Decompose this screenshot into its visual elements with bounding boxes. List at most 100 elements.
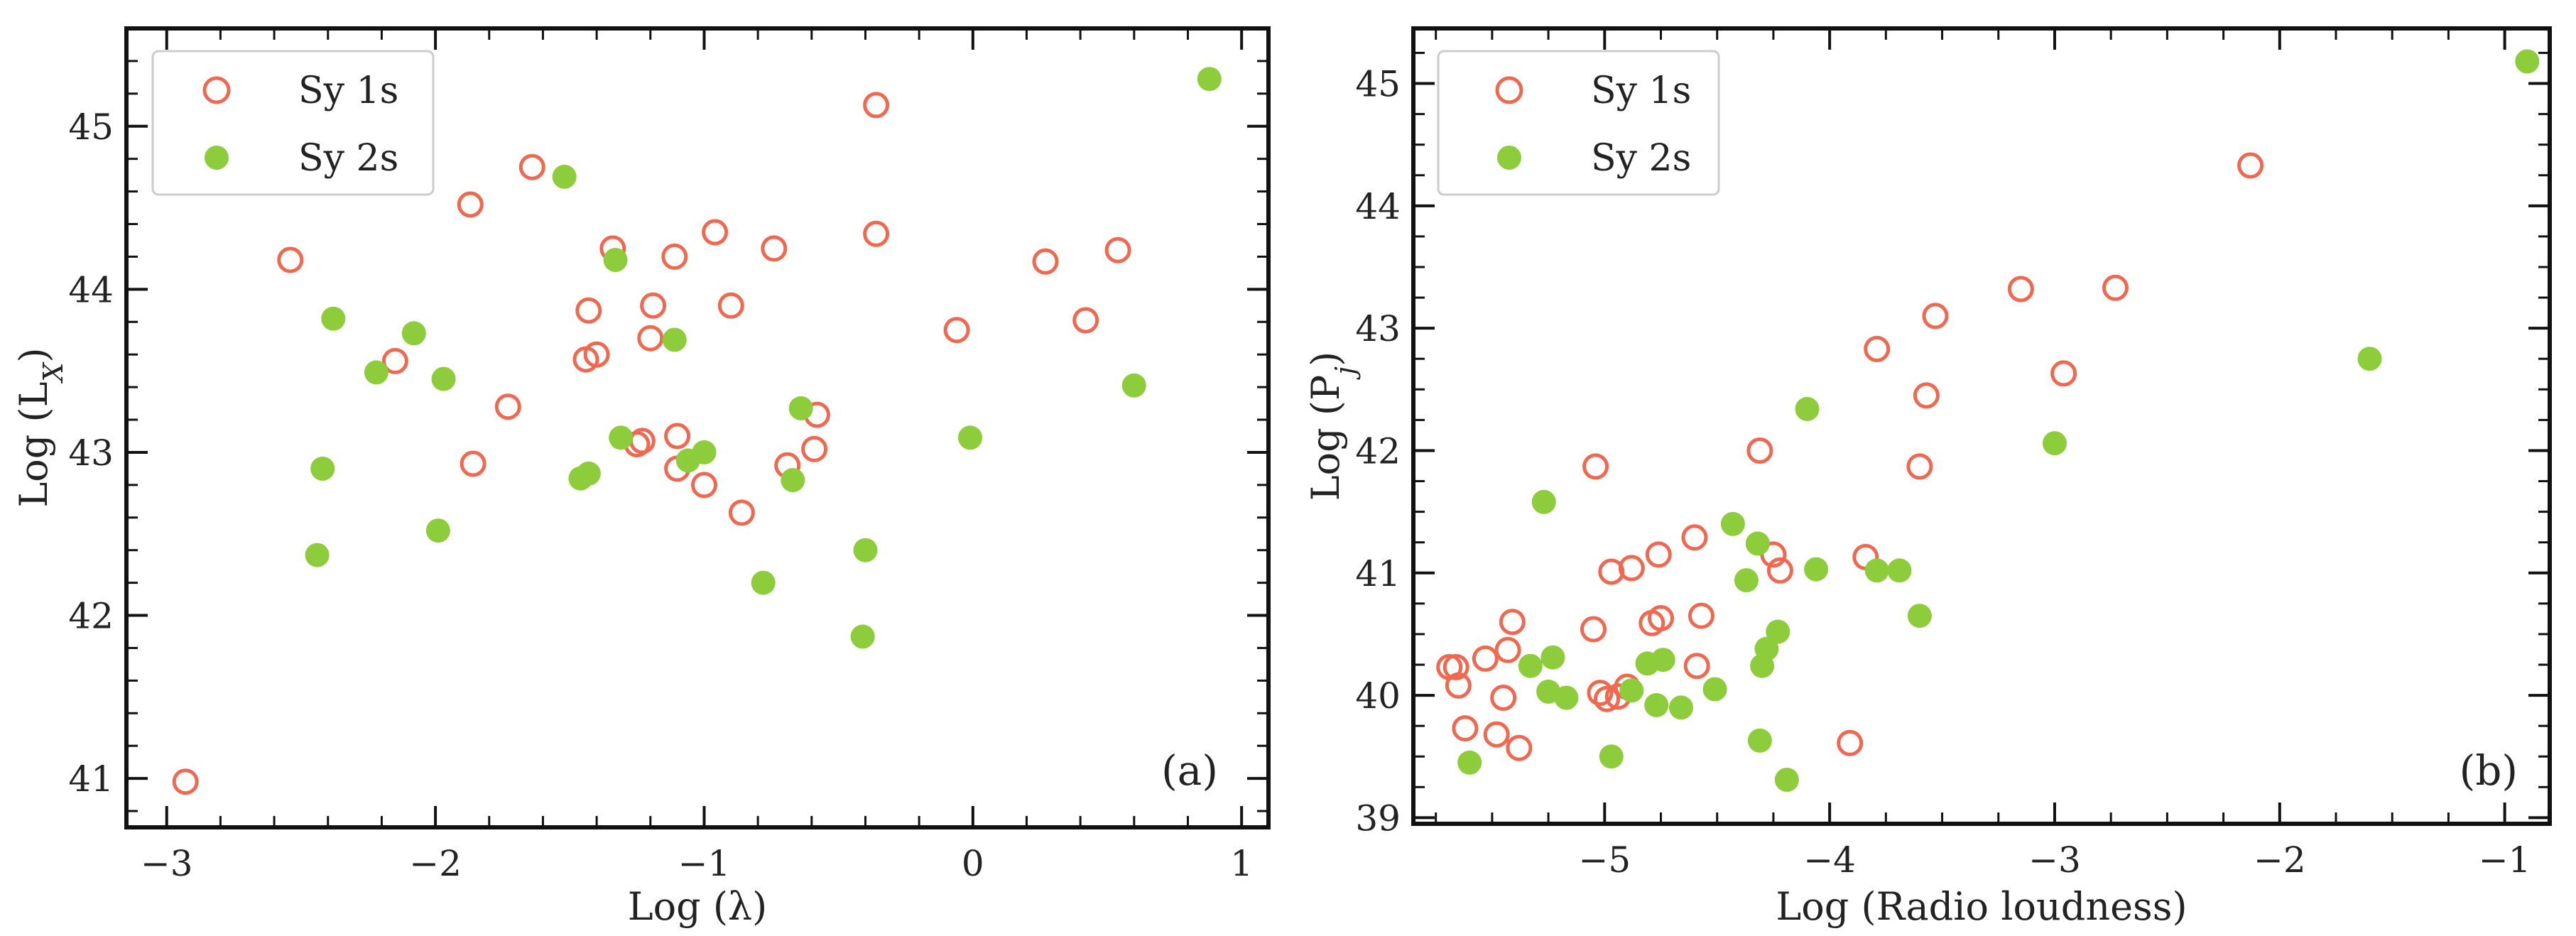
sy1-point-24 bbox=[801, 435, 828, 462]
sy2-point-12 bbox=[662, 327, 687, 352]
x-tick-label: −2 bbox=[409, 843, 462, 884]
sy2-point-24 bbox=[1887, 558, 1912, 583]
sy1-point-20 bbox=[717, 292, 744, 319]
sy2-point-6 bbox=[431, 366, 456, 391]
sy2-point-2 bbox=[321, 306, 346, 331]
legend-marker-sy1 bbox=[202, 76, 231, 104]
y-tick-label: 43 bbox=[68, 432, 114, 474]
sy2-point-16 bbox=[1747, 728, 1772, 753]
y-tick-label: 41 bbox=[68, 758, 114, 800]
sy1-point-30 bbox=[1072, 307, 1099, 334]
sy1-point-31 bbox=[1104, 236, 1131, 263]
sy2-point-21 bbox=[1795, 396, 1820, 421]
sy2-point-7 bbox=[1619, 678, 1644, 703]
x-tick-label: −3 bbox=[141, 843, 193, 884]
sy1-point-21 bbox=[728, 499, 755, 526]
panel-b: −5 −4 −3 −2 −1 39 40 41 42 43 44 45 Sy 1s Sy 2s (b)… bbox=[1303, 26, 2552, 929]
sy2-point-20 bbox=[958, 425, 982, 450]
sy1-point-13 bbox=[637, 325, 664, 352]
y-tick-label: 45 bbox=[68, 107, 114, 148]
sy2-point-6 bbox=[1599, 744, 1624, 769]
sy1-point-8 bbox=[1499, 609, 1526, 636]
legend-marker-sy1 bbox=[1495, 76, 1523, 104]
x-tick-label: −4 bbox=[1803, 839, 1856, 881]
sy2-point-26 bbox=[2043, 431, 2067, 456]
panel-b-legend: Sy 1s Sy 2s bbox=[1437, 50, 1720, 196]
sy1-point-27 bbox=[863, 220, 890, 247]
sy2-point-15 bbox=[751, 570, 776, 595]
sy2-point-20 bbox=[1774, 768, 1799, 792]
sy2-point-0 bbox=[305, 543, 330, 567]
panel-a-y-axis-label: Log (LX) bbox=[11, 347, 69, 507]
sy1-point-26 bbox=[1766, 557, 1793, 584]
sy1-point-31 bbox=[1913, 382, 1940, 409]
sy2-point-7 bbox=[552, 164, 577, 189]
sy1-point-5 bbox=[1483, 721, 1510, 748]
sy2-point-21 bbox=[1121, 373, 1146, 398]
sy2-point-23 bbox=[1864, 558, 1889, 583]
panel-a-marks bbox=[172, 67, 1222, 795]
panel-a: −3 −2 −1 0 1 41 42 43 44 45 Sy 1s Sy 2s (a) Log (… bbox=[11, 26, 1271, 929]
sy2-point-15 bbox=[1745, 531, 1770, 556]
panel-a-y-axis-label-close: ) bbox=[11, 347, 56, 362]
sy1-point-35 bbox=[2102, 274, 2129, 301]
sy1-point-11 bbox=[1582, 453, 1609, 480]
y-tick-label: 44 bbox=[1355, 186, 1401, 227]
sy1-point-14 bbox=[640, 292, 667, 319]
sy2-point-22 bbox=[1197, 67, 1222, 92]
sy1-point-36 bbox=[2237, 152, 2264, 179]
sy1-point-29 bbox=[1864, 335, 1891, 362]
x-tick-label: 0 bbox=[962, 843, 984, 884]
sy2-point-18 bbox=[850, 624, 875, 649]
legend-label-sy2: Sy 2s bbox=[298, 137, 398, 180]
sy1-point-20 bbox=[1648, 605, 1674, 631]
sy1-point-12 bbox=[1587, 680, 1614, 707]
x-tick-label: −1 bbox=[2479, 839, 2531, 881]
sy1-point-5 bbox=[494, 393, 521, 420]
sy2-point-10 bbox=[1651, 648, 1675, 673]
sy1-point-24 bbox=[1746, 437, 1773, 464]
sy1-point-2 bbox=[381, 347, 408, 374]
panel-a-x-axis-label: Log (λ) bbox=[628, 884, 767, 929]
y-tick-label: 41 bbox=[1355, 553, 1401, 594]
sy1-point-19 bbox=[1645, 541, 1672, 568]
y-tick-label: 43 bbox=[1355, 308, 1401, 349]
legend-label-sy1: Sy 1s bbox=[298, 70, 398, 112]
sy1-point-21 bbox=[1681, 524, 1708, 551]
sy2-point-11 bbox=[609, 425, 634, 450]
x-tick-label: −2 bbox=[2254, 839, 2306, 881]
panel-b-x-axis-label: Log (Radio loudness) bbox=[1776, 884, 2187, 929]
sy1-point-34 bbox=[2050, 360, 2077, 387]
legend-marker-sy2 bbox=[205, 146, 229, 170]
y-tick-label: 42 bbox=[68, 596, 114, 637]
sy2-point-4 bbox=[401, 321, 426, 346]
sy1-point-3 bbox=[1452, 715, 1479, 742]
sy1-point-18 bbox=[691, 472, 717, 499]
sy2-point-14 bbox=[692, 440, 717, 464]
sy1-point-14 bbox=[1598, 558, 1625, 585]
sy2-point-4 bbox=[1540, 645, 1565, 670]
sy1-point-13 bbox=[1594, 685, 1620, 712]
sy1-point-9 bbox=[583, 341, 610, 368]
sy1-point-22 bbox=[761, 235, 788, 262]
panel-b-plot-frame bbox=[1411, 26, 2552, 826]
sy2-point-27 bbox=[2357, 347, 2382, 371]
sy2-point-18 bbox=[1754, 636, 1779, 661]
sy2-point-16 bbox=[781, 468, 805, 492]
sy2-point-10 bbox=[603, 248, 628, 272]
sy2-point-25 bbox=[1907, 604, 1932, 628]
sy1-point-9 bbox=[1506, 734, 1533, 761]
sy1-point-6 bbox=[1490, 685, 1517, 711]
sy2-point-12 bbox=[1702, 677, 1727, 702]
panel-b-marks bbox=[1436, 49, 2540, 792]
sy1-point-27 bbox=[1837, 729, 1864, 756]
y-tick-label: 40 bbox=[1355, 675, 1401, 717]
sy1-point-28 bbox=[943, 317, 970, 344]
sy1-point-33 bbox=[2007, 276, 2034, 303]
panel-b-y-axis-label-close: ) bbox=[1303, 352, 1348, 366]
sy1-point-30 bbox=[1906, 453, 1933, 480]
panel-a-label: (a) bbox=[1161, 746, 1218, 795]
sy1-point-16 bbox=[664, 423, 691, 450]
sy2-point-13 bbox=[1720, 511, 1745, 536]
sy2-point-11 bbox=[1669, 695, 1693, 720]
